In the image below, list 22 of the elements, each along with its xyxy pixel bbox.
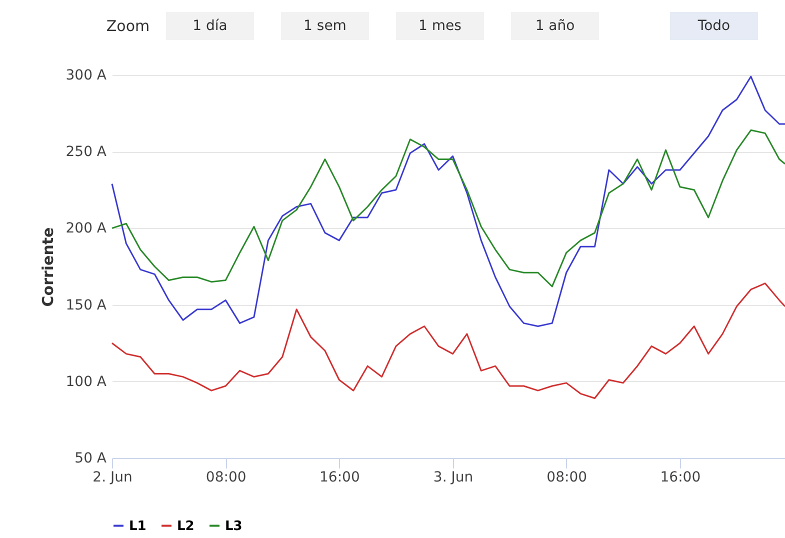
x-tick-label: 08:00 xyxy=(546,470,588,486)
text: 1 día xyxy=(192,18,228,34)
legend-label: L2 xyxy=(177,518,194,534)
x-tick-label: 2. Jun xyxy=(92,470,132,486)
text: Todo xyxy=(696,18,730,34)
x-tick-label: 16:00 xyxy=(660,470,701,486)
y-tick-label: 300 A xyxy=(66,68,107,84)
y-tick-label: 150 A xyxy=(66,297,107,314)
x-tick-label: 3. Jun xyxy=(433,470,474,486)
y-tick-label: 250 A xyxy=(66,144,107,160)
text: 1 año xyxy=(535,18,575,34)
y-tick-label: 50 A xyxy=(74,450,107,466)
text: 1 sem xyxy=(304,18,346,34)
y-tick-label: 200 A xyxy=(66,220,107,237)
legend-label: L1 xyxy=(129,518,146,534)
x-tick-label: 16:00 xyxy=(319,470,360,486)
y-axis-title: Corriente xyxy=(38,227,57,307)
y-tick-label: 100 A xyxy=(66,374,107,390)
x-tick-label: 08:00 xyxy=(206,470,246,486)
text: Zoom xyxy=(106,17,150,35)
legend-label: L3 xyxy=(225,518,242,534)
text: 1 mes xyxy=(418,18,462,34)
